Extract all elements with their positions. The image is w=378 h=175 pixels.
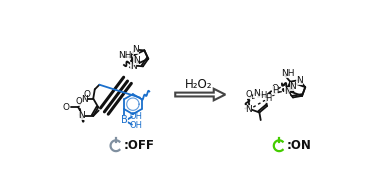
Text: B: B (121, 115, 128, 125)
Text: N: N (130, 62, 137, 71)
Text: N: N (245, 104, 252, 114)
Text: O: O (246, 90, 252, 99)
Text: H: H (272, 86, 278, 95)
Text: OH: OH (129, 112, 142, 121)
Text: H: H (265, 94, 271, 103)
Polygon shape (175, 89, 225, 100)
Text: N: N (78, 111, 85, 120)
Text: O: O (76, 97, 82, 106)
Text: NH: NH (118, 51, 131, 60)
Text: O: O (84, 90, 91, 99)
Text: N: N (290, 82, 296, 91)
Text: N: N (133, 56, 139, 65)
Text: O: O (62, 103, 70, 112)
Text: N: N (253, 89, 260, 98)
Text: :ON: :ON (287, 139, 312, 152)
Text: H₂O₂: H₂O₂ (184, 78, 212, 91)
Text: N: N (132, 45, 138, 54)
Text: NH: NH (281, 69, 295, 78)
Text: H: H (260, 91, 266, 100)
Text: OH: OH (129, 121, 142, 130)
Text: N: N (284, 87, 290, 96)
Text: O: O (271, 84, 278, 93)
Text: N: N (296, 76, 303, 85)
Text: :OFF: :OFF (124, 139, 155, 152)
Text: N: N (81, 95, 87, 104)
